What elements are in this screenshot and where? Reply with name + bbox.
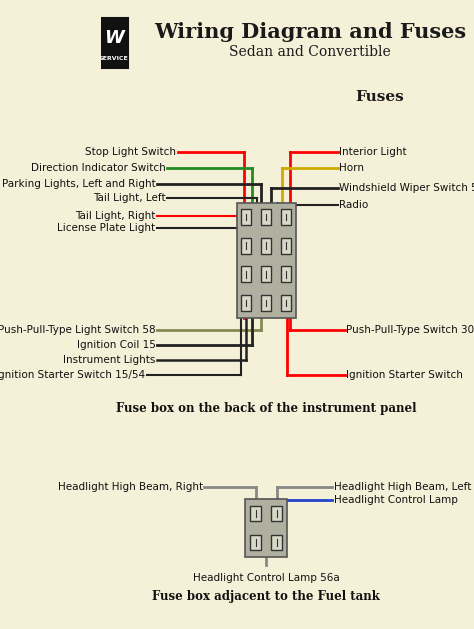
Bar (241, 267, 251, 282)
Bar (237, 203, 296, 318)
Bar (261, 267, 271, 282)
Text: Radio: Radio (339, 200, 368, 210)
Bar (99, 18, 128, 68)
Bar (241, 238, 251, 253)
Text: Push-Pull-Type Switch 30: Push-Pull-Type Switch 30 (346, 325, 474, 335)
Bar (261, 295, 271, 311)
Text: W: W (104, 29, 124, 47)
Text: Stop Light Switch: Stop Light Switch (85, 147, 176, 157)
Bar (281, 267, 291, 282)
Text: Ignition Starter Switch 15/54: Ignition Starter Switch 15/54 (0, 370, 145, 380)
Bar (261, 209, 271, 225)
Text: Headlight High Beam, Right: Headlight High Beam, Right (58, 482, 203, 492)
Text: SERVICE: SERVICE (99, 57, 129, 62)
Bar (250, 506, 261, 521)
Text: Tail Light, Right: Tail Light, Right (75, 211, 155, 221)
Text: Direction Indicator Switch: Direction Indicator Switch (31, 163, 166, 173)
Text: Horn: Horn (339, 163, 364, 173)
Text: Fuse box adjacent to the Fuel tank: Fuse box adjacent to the Fuel tank (152, 590, 380, 603)
Bar (245, 499, 287, 557)
Text: Headlight Control Lamp 56a: Headlight Control Lamp 56a (193, 573, 339, 583)
Bar (281, 209, 291, 225)
Text: Parking Lights, Left and Right: Parking Lights, Left and Right (2, 179, 155, 189)
Text: Headlight High Beam, Left: Headlight High Beam, Left (334, 482, 471, 492)
Text: Ignition Coil 15: Ignition Coil 15 (77, 340, 155, 350)
Text: Headlight Control Lamp: Headlight Control Lamp (334, 495, 457, 505)
Text: Tail Light, Left: Tail Light, Left (93, 193, 166, 203)
Bar (271, 535, 282, 550)
Text: Windshield Wiper Switch 54: Windshield Wiper Switch 54 (339, 183, 474, 193)
Bar (250, 535, 261, 550)
Text: License Plate Light: License Plate Light (57, 223, 155, 233)
Text: Fuse box on the back of the instrument panel: Fuse box on the back of the instrument p… (116, 402, 416, 415)
Text: Instrument Lights: Instrument Lights (63, 355, 155, 365)
Text: Wiring Diagram and Fuses: Wiring Diagram and Fuses (154, 22, 466, 42)
Text: Fuses: Fuses (355, 90, 404, 104)
Bar (241, 295, 251, 311)
Bar (281, 238, 291, 253)
Bar (241, 209, 251, 225)
Text: Sedan and Convertible: Sedan and Convertible (229, 45, 391, 59)
Text: Interior Light: Interior Light (339, 147, 407, 157)
Bar (281, 295, 291, 311)
Bar (261, 238, 271, 253)
Text: Ignition Starter Switch: Ignition Starter Switch (346, 370, 463, 380)
Bar (271, 506, 282, 521)
Text: Push-Pull-Type Light Switch 58: Push-Pull-Type Light Switch 58 (0, 325, 155, 335)
